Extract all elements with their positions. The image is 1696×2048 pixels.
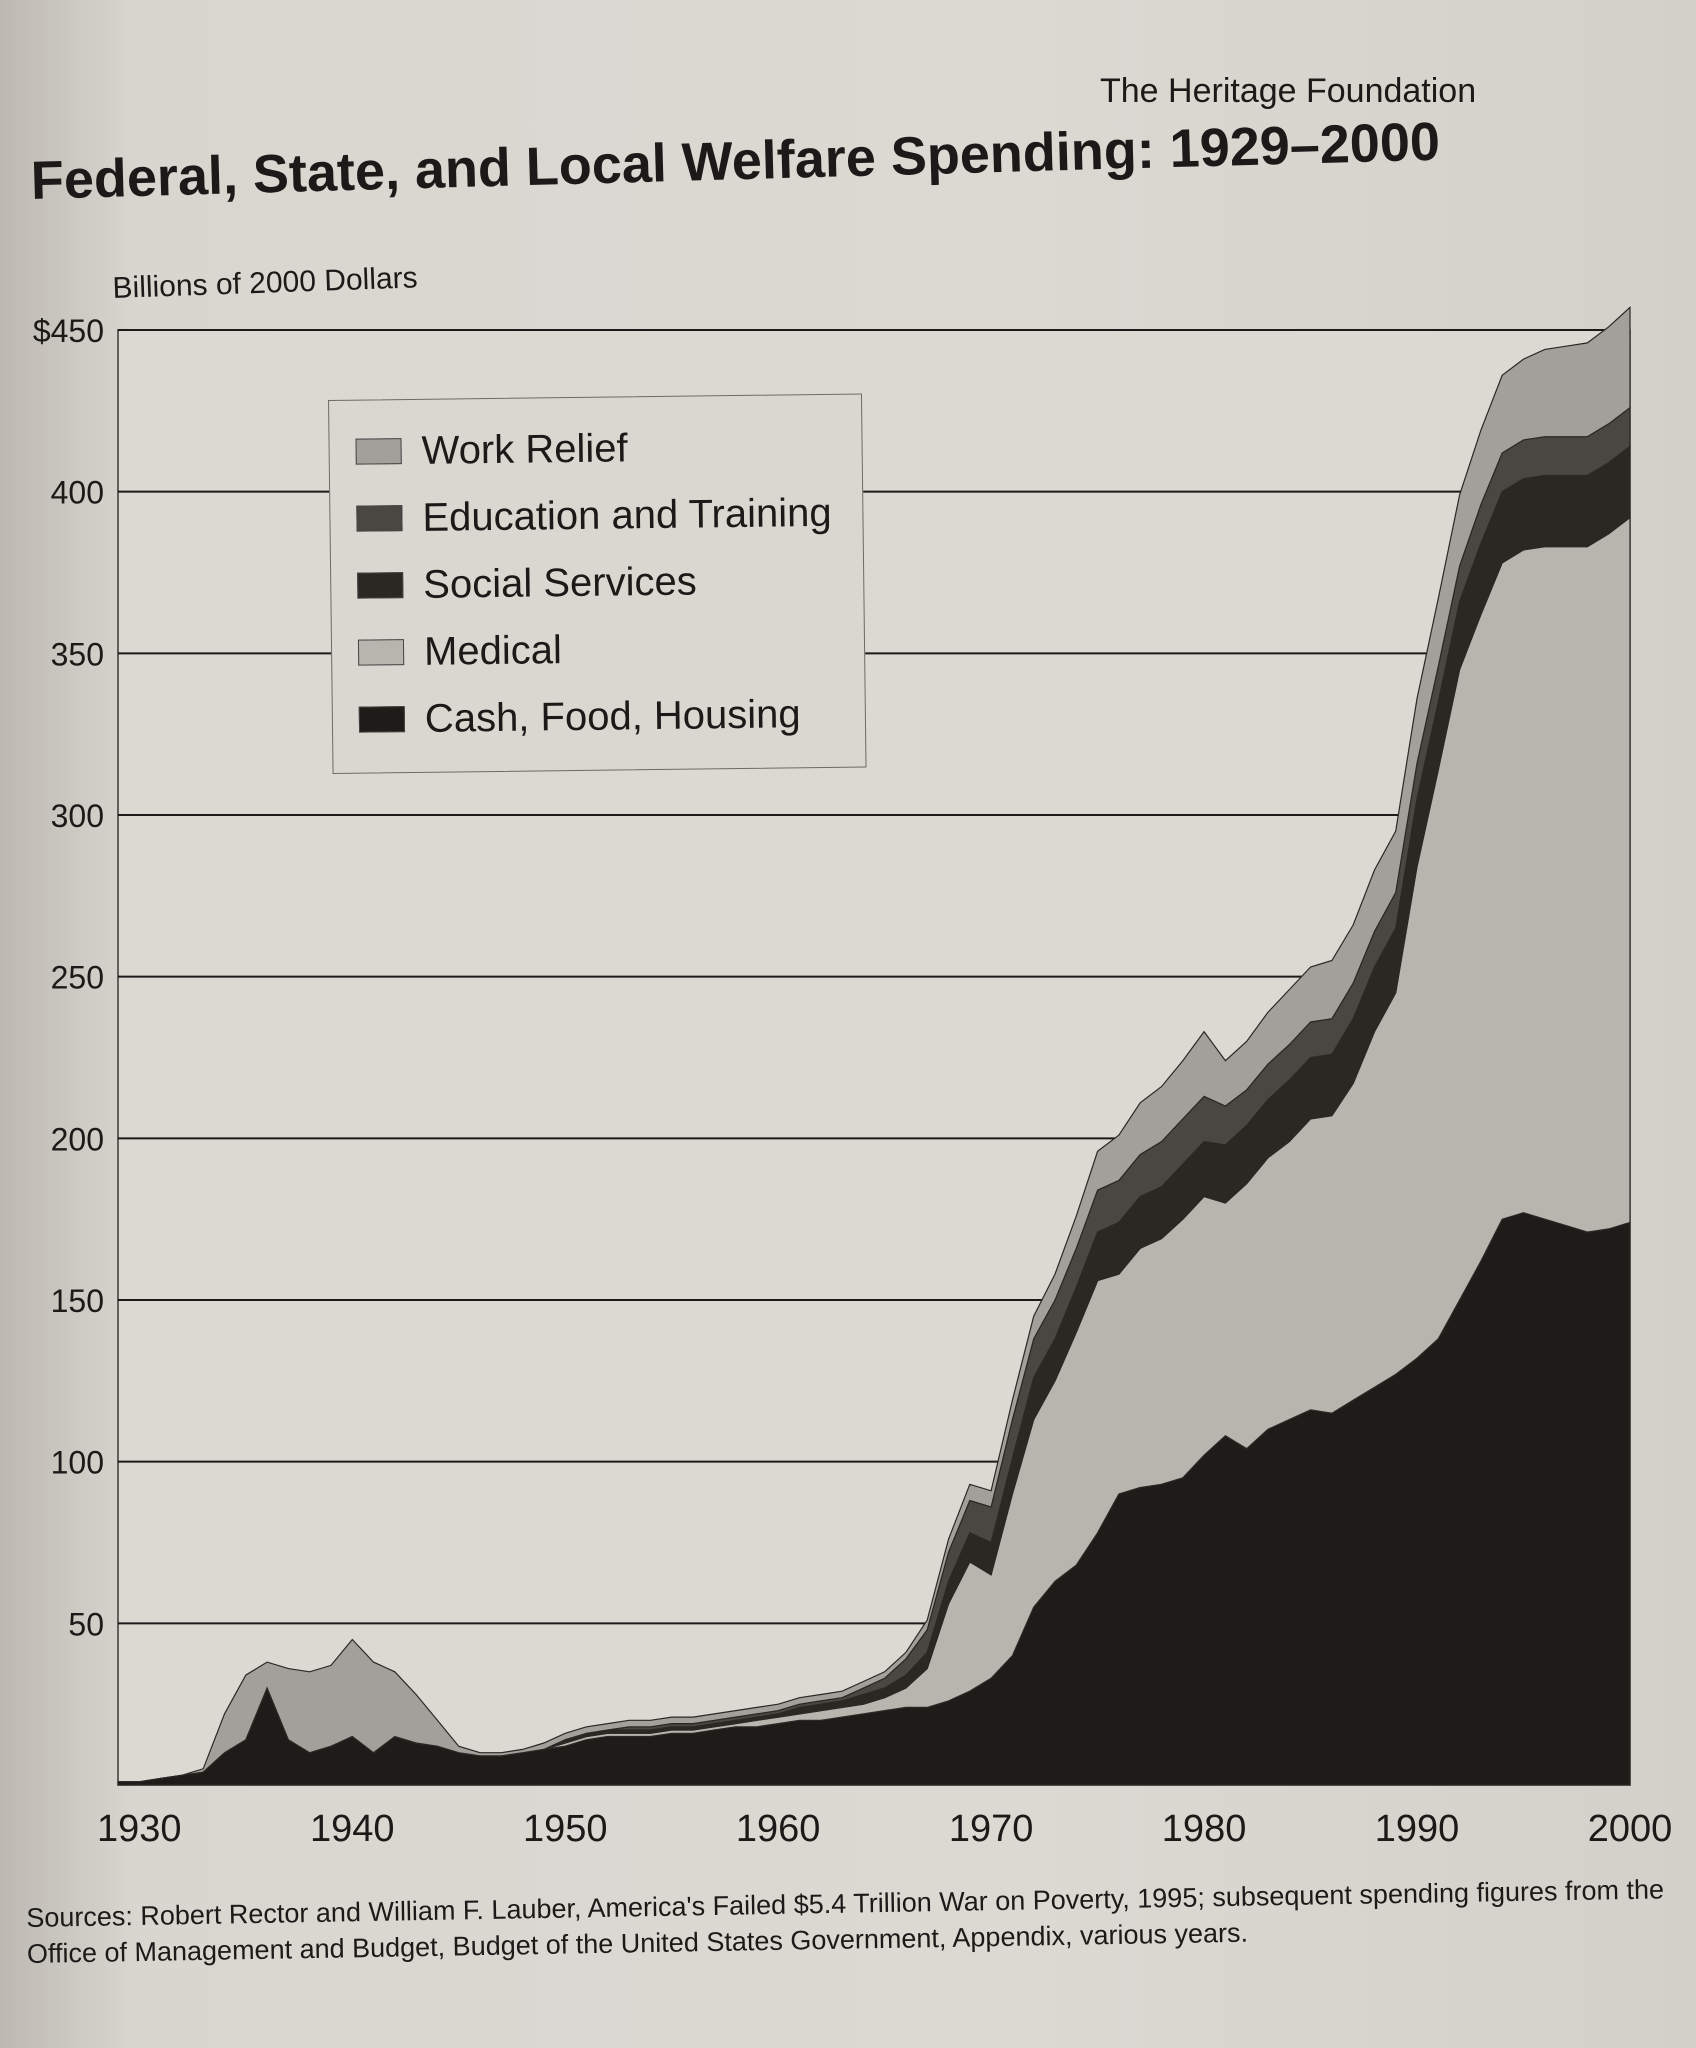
x-tick-label-1960: 1960 [736, 1808, 821, 1850]
legend-swatch [356, 505, 403, 532]
legend-item-cash-food-housing: Cash, Food, Housing [358, 689, 801, 744]
legend-item-social-services: Social Services [357, 557, 697, 611]
legend-label: Medical [423, 627, 563, 674]
y-tick-labels: 50 100 150 200 250 300 350 400 $450 [33, 313, 104, 1642]
x-tick-label-1940: 1940 [310, 1808, 395, 1850]
y-tick-label-350: 350 [51, 636, 104, 672]
y-tick-label-100: 100 [51, 1445, 104, 1481]
x-tick-label-1980: 1980 [1162, 1808, 1247, 1850]
legend-swatch [357, 572, 404, 599]
x-tick-label-1950: 1950 [523, 1808, 608, 1850]
publisher-name: The Heritage Foundation [1100, 72, 1477, 110]
legend-item-education-and-training: Education and Training [356, 488, 832, 544]
legend: Work Relief Education and Training Social … [328, 393, 867, 774]
x-tick-label-1990: 1990 [1375, 1808, 1460, 1850]
area-work-relief [118, 306, 1631, 1783]
x-tick-labels: 1930 1940 1950 1960 1970 1980 1990 2000 [97, 1808, 1672, 1850]
y-tick-label-50: 50 [68, 1606, 104, 1642]
x-tick-label-1930: 1930 [97, 1808, 182, 1850]
area-series [117, 306, 1631, 1786]
x-tick-label-2000: 2000 [1588, 1808, 1673, 1850]
legend-label: Work Relief [421, 425, 628, 473]
x-tick-label-1970: 1970 [949, 1808, 1034, 1850]
y-tick-label-400: 400 [51, 475, 104, 511]
y-tick-label-150: 150 [51, 1283, 104, 1319]
legend-swatch [355, 438, 402, 465]
legend-label: Social Services [422, 559, 697, 607]
y-tick-label-200: 200 [51, 1121, 104, 1157]
legend-item-work-relief: Work Relief [355, 423, 628, 476]
y-tick-label-300: 300 [51, 798, 104, 834]
legend-label: Cash, Food, Housing [424, 691, 801, 741]
legend-swatch [357, 639, 405, 666]
y-tick-label-250: 250 [51, 960, 104, 996]
legend-label: Education and Training [422, 490, 832, 540]
legend-swatch [358, 706, 406, 733]
legend-item-medical: Medical [357, 625, 563, 677]
y-tick-label-450: $450 [33, 313, 104, 349]
